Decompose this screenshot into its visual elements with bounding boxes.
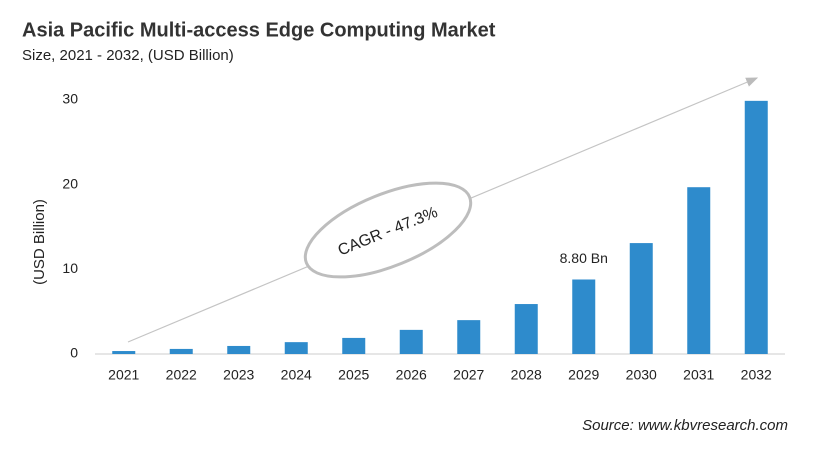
bar <box>629 243 653 354</box>
y-tick-label: 10 <box>62 260 78 276</box>
cagr-ellipse <box>303 181 473 279</box>
x-tick-label: 2029 <box>568 367 599 383</box>
chart-title: Asia Pacific Multi-access Edge Computing… <box>22 19 496 41</box>
x-tick-label: 2028 <box>511 367 542 383</box>
bar <box>744 100 768 354</box>
y-tick-label: 30 <box>62 91 78 107</box>
bar <box>169 348 193 354</box>
bar <box>112 351 136 354</box>
x-tick-label: 2027 <box>453 367 484 383</box>
x-tick-label: 2022 <box>166 367 197 383</box>
bar <box>227 345 251 354</box>
bar <box>399 329 423 354</box>
y-axis-label: (USD Billion) <box>31 199 48 285</box>
bar <box>284 342 308 354</box>
chart-subtitle: Size, 2021 - 2032, (USD Billion) <box>22 47 234 64</box>
x-tick-label: 2031 <box>683 367 714 383</box>
y-tick-label: 0 <box>70 345 78 361</box>
value-label: 8.80 Bn <box>560 250 608 266</box>
x-tick-label: 2024 <box>281 367 312 383</box>
bar <box>687 187 711 354</box>
y-tick-label: 20 <box>62 175 78 191</box>
x-tick-label: 2021 <box>108 367 139 383</box>
bar <box>572 279 596 354</box>
source: Source: www.kbvresearch.com <box>582 417 788 434</box>
x-tick-label: 2023 <box>223 367 254 383</box>
bar <box>457 320 481 354</box>
x-tick-label: 2030 <box>626 367 657 383</box>
x-tick-label: 2026 <box>396 367 427 383</box>
bar <box>514 304 538 354</box>
x-tick-label: 2032 <box>741 367 772 383</box>
bar <box>342 337 366 354</box>
x-tick-label: 2025 <box>338 367 369 383</box>
